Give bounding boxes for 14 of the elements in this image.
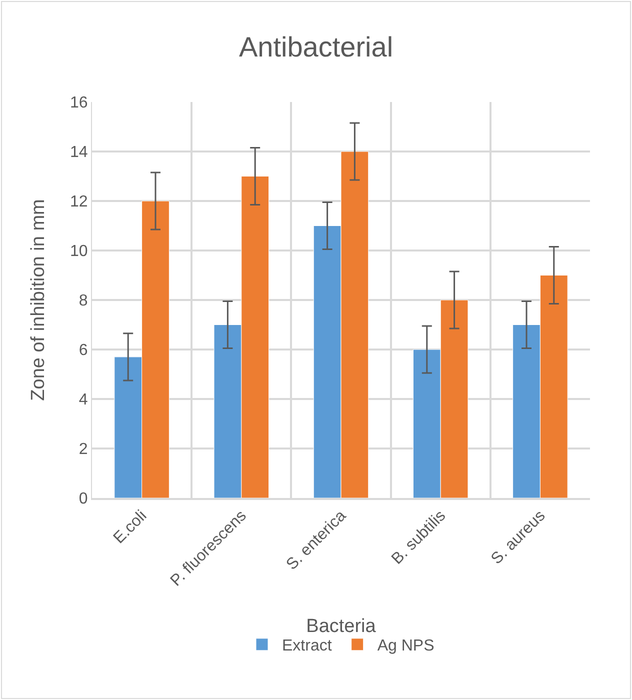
legend-label: Extract (282, 638, 332, 655)
legend-label: Ag NPS (377, 638, 434, 655)
y-tick-label: 0 (78, 490, 88, 508)
x-axis-title: Bacteria (306, 616, 376, 637)
y-tick-label: 8 (78, 292, 88, 310)
y-axis-title: Zone of inhibition in mm (28, 199, 49, 401)
y-tick-label: 16 (70, 94, 88, 112)
y-tick-label: 10 (70, 243, 88, 260)
y-tick-label: 14 (70, 144, 88, 162)
y-tick-label: 4 (78, 392, 88, 409)
y-tick-label: 6 (78, 342, 88, 360)
chart-title: Antibacterial (238, 31, 394, 62)
y-tick-label: 12 (70, 194, 88, 211)
y-tick-label: 2 (78, 441, 88, 458)
